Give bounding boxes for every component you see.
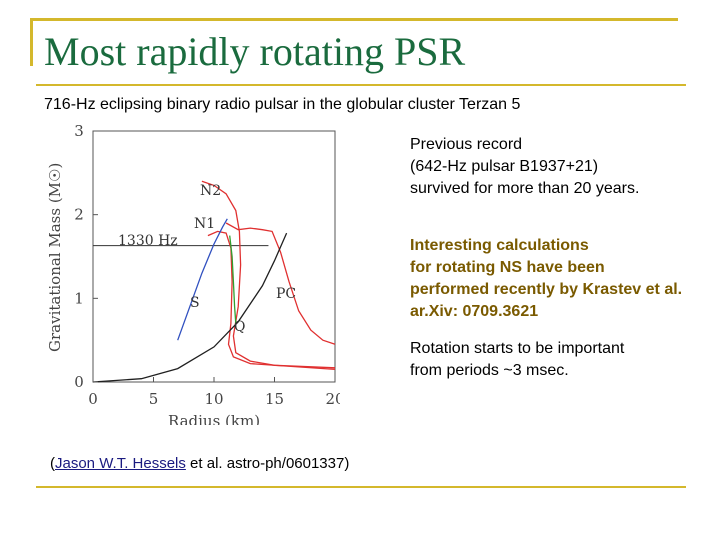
top-accent-rule xyxy=(30,18,678,21)
y-tick-label: 3 xyxy=(74,122,84,140)
plot-frame xyxy=(92,130,336,383)
curve-q xyxy=(229,235,237,324)
citation-open-paren: ( xyxy=(50,455,55,472)
curve-s xyxy=(177,218,228,341)
text-line: performed recently by Krastev et al. xyxy=(410,281,683,298)
y-tick-label: 2 xyxy=(74,206,84,224)
text-line: Previous record xyxy=(410,136,523,153)
curve-pc xyxy=(225,222,336,345)
curve-unlabeled xyxy=(92,232,288,383)
title-underline xyxy=(36,84,686,86)
slide-title: Most rapidly rotating PSR xyxy=(44,29,466,74)
annotation-1330-hz: 1330 Hz xyxy=(118,233,178,249)
x-tick-label: 0 xyxy=(88,390,98,408)
previous-record-note: Previous record (642-Hz pulsar B1937+21)… xyxy=(410,134,639,200)
x-tick-label: 10 xyxy=(204,390,223,408)
left-accent-rule xyxy=(30,18,33,66)
x-tick-label: 15 xyxy=(265,390,284,408)
text-line: survived for more than 20 years. xyxy=(410,180,640,197)
footer-rule xyxy=(36,486,686,488)
text-line: (642-Hz pulsar B1937+21) xyxy=(410,158,599,175)
citation: (Jason W.T. Hessels et al. astro-ph/0601… xyxy=(50,455,349,472)
x-tick-label: 5 xyxy=(149,390,159,408)
text-line: Interesting calculations xyxy=(410,237,589,254)
y-tick-label: 1 xyxy=(74,289,84,307)
rotation-note: Rotation starts to be important from per… xyxy=(410,338,624,382)
curve-n1 xyxy=(207,230,336,371)
text-line: from periods ~3 msec. xyxy=(410,362,569,379)
annotation-s: S xyxy=(190,295,200,311)
text-line: ar.Xiv: 0709.3621 xyxy=(410,303,539,320)
citation-reference: et al. astro-ph/0601337) xyxy=(185,455,350,472)
slide-subtitle: 716-Hz eclipsing binary radio pulsar in … xyxy=(44,96,521,113)
y-axis-label: Gravitational Mass (M☉) xyxy=(46,163,64,352)
curve-n2 xyxy=(201,180,336,369)
annotation-n2: N2 xyxy=(200,183,221,199)
text-line: for rotating NS have been xyxy=(410,259,605,276)
annotation-pc: PC xyxy=(276,286,296,302)
calculations-note: Interesting calculations for rotating NS… xyxy=(410,235,682,323)
y-tick-label: 0 xyxy=(74,373,84,391)
x-tick-label: 20 xyxy=(325,390,340,408)
mass-radius-figure: 0 5 10 15 20 0 1 2 3 Gravitational Mass (M☉) Rad… xyxy=(46,122,340,425)
annotation-n1: N1 xyxy=(194,216,215,232)
x-axis-label: Radius (km) xyxy=(168,412,260,425)
citation-author-link[interactable]: Jason W.T. Hessels xyxy=(55,455,186,472)
annotation-q: Q xyxy=(234,319,245,335)
text-line: Rotation starts to be important xyxy=(410,340,625,357)
